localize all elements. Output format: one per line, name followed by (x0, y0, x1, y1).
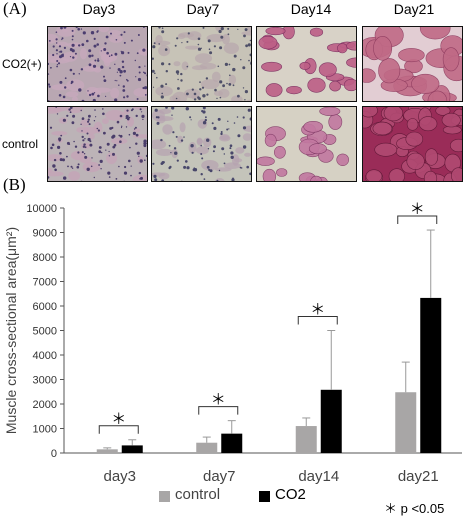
bar-chart: 0 1000 2000 3000 4000 5000 6000 7000 8000 9000 100… (3, 200, 462, 485)
significance-bracket-day7 (198, 406, 239, 415)
significance-bracket-day21 (397, 215, 438, 225)
col-header-day7: Day7 (186, 1, 220, 17)
col-header-day3: Day3 (82, 1, 116, 17)
bar-control-day7 (196, 442, 218, 453)
x-tick-label-day21: day21 (398, 468, 439, 485)
bar-CO2-day21 (420, 297, 442, 453)
legend-swatch-co2 (259, 491, 270, 502)
histology-image-0-2 (256, 26, 357, 102)
col-header-day14: Day14 (290, 1, 332, 17)
significance-note: ＊ p <0.05 (384, 501, 445, 516)
y-tick-label: 9000 (33, 228, 57, 240)
bar-CO2-day7 (221, 433, 243, 453)
y-tick-label: 4000 (33, 350, 57, 362)
legend-label-co2: CO2 (275, 486, 306, 503)
col-header-day21: Day21 (393, 1, 435, 17)
y-tick-label: 6000 (33, 301, 57, 313)
panel-b-label: (B) (3, 175, 26, 194)
significance-bracket-day14 (297, 316, 338, 325)
panel-a-label: (A) (3, 0, 27, 18)
histology-image-0-0 (47, 26, 148, 102)
legend-swatch-control (159, 491, 170, 502)
histology-image-1-3 (362, 106, 463, 182)
row-header-control: control (2, 137, 39, 151)
y-tick-label: 0 (51, 448, 57, 460)
significance-star-day21: ＊ (410, 200, 425, 218)
y-tick-label: 5000 (33, 326, 57, 338)
y-tick-label: 8000 (33, 252, 57, 264)
y-tick-label: 7000 (33, 277, 57, 289)
y-axis-label: Muscle cross-sectional area(μm²) (3, 227, 19, 434)
significance-bracket-day3 (98, 425, 139, 434)
y-tick-label: 2000 (33, 399, 57, 411)
significance-star-day3: ＊ (111, 410, 126, 428)
histology-image-0-3 (362, 26, 463, 102)
y-tick-label: 10000 (26, 203, 57, 215)
legend-label-control: control (175, 486, 221, 503)
x-tick-label-day14: day14 (298, 468, 339, 485)
bar-control-day14 (295, 426, 317, 453)
histology-image-1-2 (256, 106, 357, 182)
bar-CO2-day14 (320, 389, 342, 453)
row-header-co2: CO2(+) (2, 57, 42, 71)
x-tick-label-day7: day7 (203, 468, 236, 485)
bar-CO2-day3 (121, 445, 143, 453)
y-tick-label: 1000 (33, 424, 57, 436)
bar-control-day21 (395, 392, 417, 453)
histology-image-1-1 (151, 106, 252, 182)
histology-image-0-1 (151, 26, 252, 102)
histology-image-1-0 (47, 106, 148, 182)
significance-star-day14: ＊ (310, 301, 325, 319)
y-tick-label: 3000 (33, 375, 57, 387)
x-tick-label-day3: day3 (103, 468, 136, 485)
bar-control-day3 (96, 449, 118, 453)
significance-star-day7: ＊ (211, 391, 226, 409)
